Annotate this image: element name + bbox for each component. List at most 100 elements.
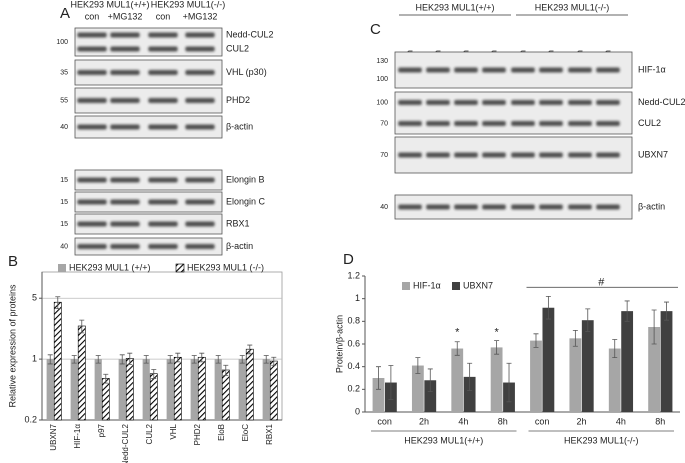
lane-label: con xyxy=(156,11,171,21)
blot-band xyxy=(596,100,620,105)
x-tick-label: EloC xyxy=(241,424,250,442)
blot-band xyxy=(511,152,535,158)
blot-band xyxy=(454,67,478,73)
bar xyxy=(142,359,150,420)
size-marker: 70 xyxy=(380,152,388,159)
bar xyxy=(94,359,102,420)
bar xyxy=(490,347,503,412)
bar xyxy=(424,380,437,412)
blot-band xyxy=(77,124,107,130)
bar xyxy=(149,373,158,421)
error-bar xyxy=(79,319,85,334)
blot-band xyxy=(77,70,107,75)
blot-band xyxy=(454,204,478,210)
lane-group-label: HEK293 MUL1(-/-) xyxy=(535,2,610,12)
blot-band xyxy=(568,100,592,105)
size-marker: 130 xyxy=(376,58,388,65)
y-axis-label: Protein/β-actin xyxy=(334,315,344,373)
x-tick-label: con xyxy=(535,416,550,426)
blot-band xyxy=(110,177,140,183)
protein-label: β-actin xyxy=(638,201,665,211)
blot-band xyxy=(426,121,450,126)
error-bar xyxy=(572,330,578,347)
blot-band xyxy=(539,152,563,158)
blot-band xyxy=(185,124,215,130)
error-bar xyxy=(127,352,133,365)
bar xyxy=(648,327,661,412)
blot-band xyxy=(185,199,215,205)
blot-band xyxy=(482,204,506,210)
blot-band xyxy=(185,98,215,103)
blot-band xyxy=(110,199,140,205)
protein-label: PHD2 xyxy=(226,95,250,105)
error-bar xyxy=(119,354,125,365)
panel-letter: D xyxy=(343,251,354,268)
legend-label: HIF-1α xyxy=(413,280,441,290)
x-tick-label: UBXN7 xyxy=(49,423,58,450)
error-bar xyxy=(624,300,630,322)
error-bar xyxy=(47,354,53,365)
group-label: HEK293 MUL1(-/-) xyxy=(564,435,639,445)
annotation: * xyxy=(495,327,500,339)
error-bar xyxy=(651,309,657,345)
blot-band xyxy=(568,67,592,73)
size-marker: 40 xyxy=(380,204,388,211)
bar xyxy=(173,356,182,421)
protein-label: VHL (p30) xyxy=(226,67,267,77)
blot-band xyxy=(110,244,140,249)
error-bar xyxy=(247,344,253,355)
error-bar xyxy=(71,355,77,364)
legend-swatch xyxy=(402,282,410,290)
x-tick-label: p97 xyxy=(97,423,106,437)
annotation: * xyxy=(455,327,460,339)
bar xyxy=(53,301,62,421)
bar xyxy=(608,348,621,412)
protein-label: HIF-1α xyxy=(638,64,666,74)
blot-band xyxy=(539,100,563,105)
error-bar xyxy=(375,366,381,390)
x-tick-label: 8h xyxy=(498,416,508,426)
x-tick-label: RBX1 xyxy=(265,423,274,444)
y-tick-label: 0.4 xyxy=(347,361,360,371)
bar xyxy=(166,359,174,420)
blot-band xyxy=(185,244,215,249)
size-marker: 15 xyxy=(60,199,68,206)
blot-band xyxy=(454,152,478,158)
blot-band xyxy=(148,244,178,249)
blot-band xyxy=(454,121,478,126)
error-bar xyxy=(143,355,149,364)
x-tick-label: 2h xyxy=(577,416,587,426)
panel-letter: C xyxy=(370,21,381,38)
lane-group-label: HEK293 MUL1(+/+) xyxy=(70,0,149,9)
blot-band xyxy=(482,67,506,73)
blot-band xyxy=(148,124,178,130)
x-tick-label: 2h xyxy=(419,416,429,426)
blot-band xyxy=(110,98,140,103)
blot-band xyxy=(511,121,535,126)
size-marker: 40 xyxy=(60,243,68,250)
bar xyxy=(451,348,464,412)
blot-band xyxy=(148,199,178,205)
y-tick-label: 1 xyxy=(355,293,360,303)
bar xyxy=(101,378,110,421)
protein-label: RBX1 xyxy=(226,218,250,228)
bar xyxy=(621,311,634,412)
x-tick-label: 8h xyxy=(655,416,665,426)
blot-strip xyxy=(394,91,633,135)
blot-band xyxy=(596,67,620,73)
blot-band xyxy=(148,221,178,227)
blot-band xyxy=(110,32,140,38)
bar xyxy=(581,320,594,412)
blot-band xyxy=(77,199,107,205)
bar xyxy=(660,311,673,412)
x-tick-label: 4h xyxy=(616,416,626,426)
bar xyxy=(70,359,78,420)
error-bar xyxy=(103,373,109,384)
bar xyxy=(77,325,86,421)
blot-band xyxy=(185,70,215,75)
error-bar xyxy=(239,355,245,364)
error-bar xyxy=(175,352,181,363)
error-bar xyxy=(215,355,221,364)
blot-band xyxy=(110,70,140,75)
